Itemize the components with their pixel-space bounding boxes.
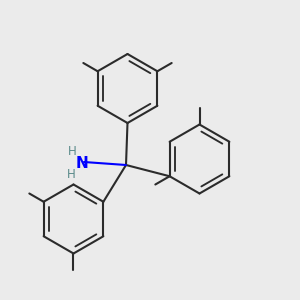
Text: H: H	[68, 145, 76, 158]
Text: H: H	[67, 167, 76, 181]
Text: N: N	[76, 156, 89, 171]
